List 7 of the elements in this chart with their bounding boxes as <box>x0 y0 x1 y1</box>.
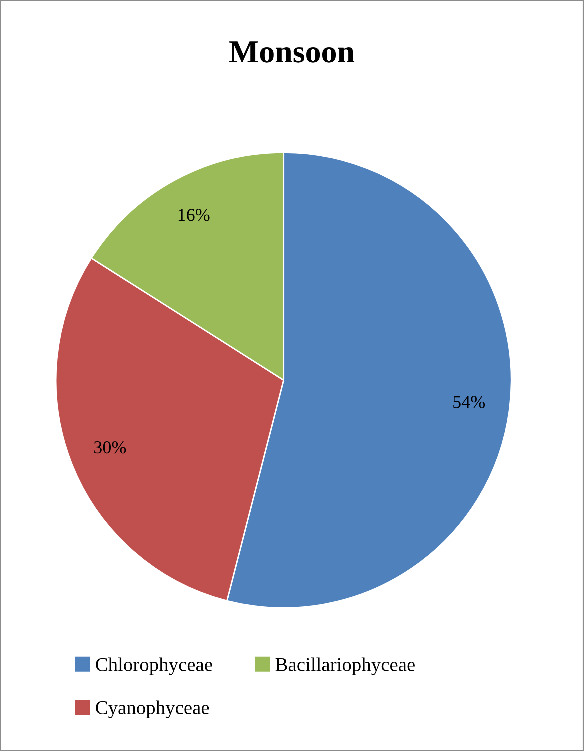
data-label: 16% <box>178 209 210 222</box>
chart-title: Monsoon <box>230 42 355 63</box>
legend-label: Bacillariophyceae <box>276 658 415 676</box>
legend-label: Cyanophyceae <box>96 700 210 718</box>
data-label: 30% <box>94 441 126 454</box>
legend-label: Chlorophyceae <box>96 658 212 676</box>
data-label: 54% <box>454 396 486 408</box>
